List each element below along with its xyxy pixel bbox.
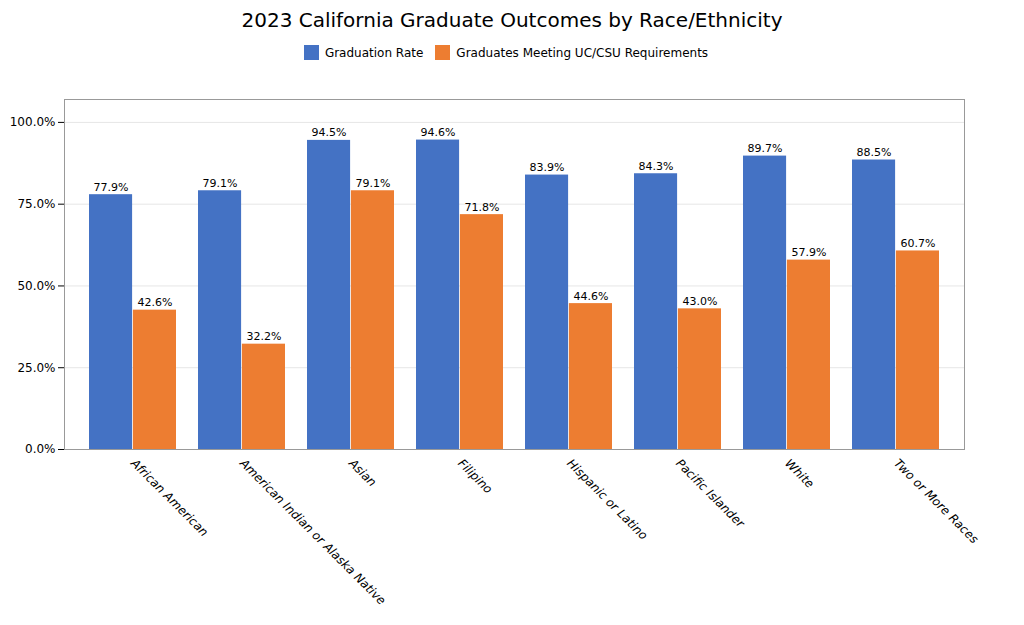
svg-text:100.0%: 100.0% [10,115,56,129]
svg-text:89.7%: 89.7% [748,142,783,155]
svg-text:Filipino: Filipino [455,456,495,496]
html-text:2023 California Graduate Outco: 2023 California Graduate Outcomes by Rac… [241,8,783,32]
svg-text:79.1%: 79.1% [355,177,390,190]
svg-text:79.1%: 79.1% [203,177,238,190]
svg-text:77.9%: 77.9% [94,181,129,194]
svg-text:43.0%: 43.0% [682,295,717,308]
svg-text:Hispanic or Latino: Hispanic or Latino [564,456,650,542]
svg-text:57.9%: 57.9% [791,246,826,259]
svg-text:88.5%: 88.5% [857,146,892,159]
svg-text:75.0%: 75.0% [17,197,55,211]
svg-text:25.0%: 25.0% [17,361,55,375]
svg-text:American Indian or Alaska Nati: American Indian or Alaska Native [236,456,388,608]
svg-text:94.5%: 94.5% [312,126,347,139]
svg-text:White: White [782,456,817,491]
svg-text:94.6%: 94.6% [421,126,456,139]
svg-text:Two or More Races: Two or More Races [891,456,981,546]
svg-text:African American: African American [127,456,211,540]
svg-text:83.9%: 83.9% [530,161,565,174]
svg-text:Pacific Islander: Pacific Islander [673,456,748,531]
html-text:Graduation Rate: Graduation Rate [324,45,424,60]
html-text:Graduates Meeting UC/CSU Requi: Graduates Meeting UC/CSU Requirements [456,45,709,60]
svg-text:84.3%: 84.3% [639,160,674,173]
svg-text:50.0%: 50.0% [17,279,55,293]
svg-text:Asian: Asian [345,456,379,490]
svg-text:44.6%: 44.6% [573,290,608,303]
svg-text:42.6%: 42.6% [137,296,172,309]
svg-text:60.7%: 60.7% [900,237,935,250]
svg-text:0.0%: 0.0% [25,442,56,456]
svg-text:71.8%: 71.8% [464,201,499,214]
svg-text:32.2%: 32.2% [246,330,281,343]
